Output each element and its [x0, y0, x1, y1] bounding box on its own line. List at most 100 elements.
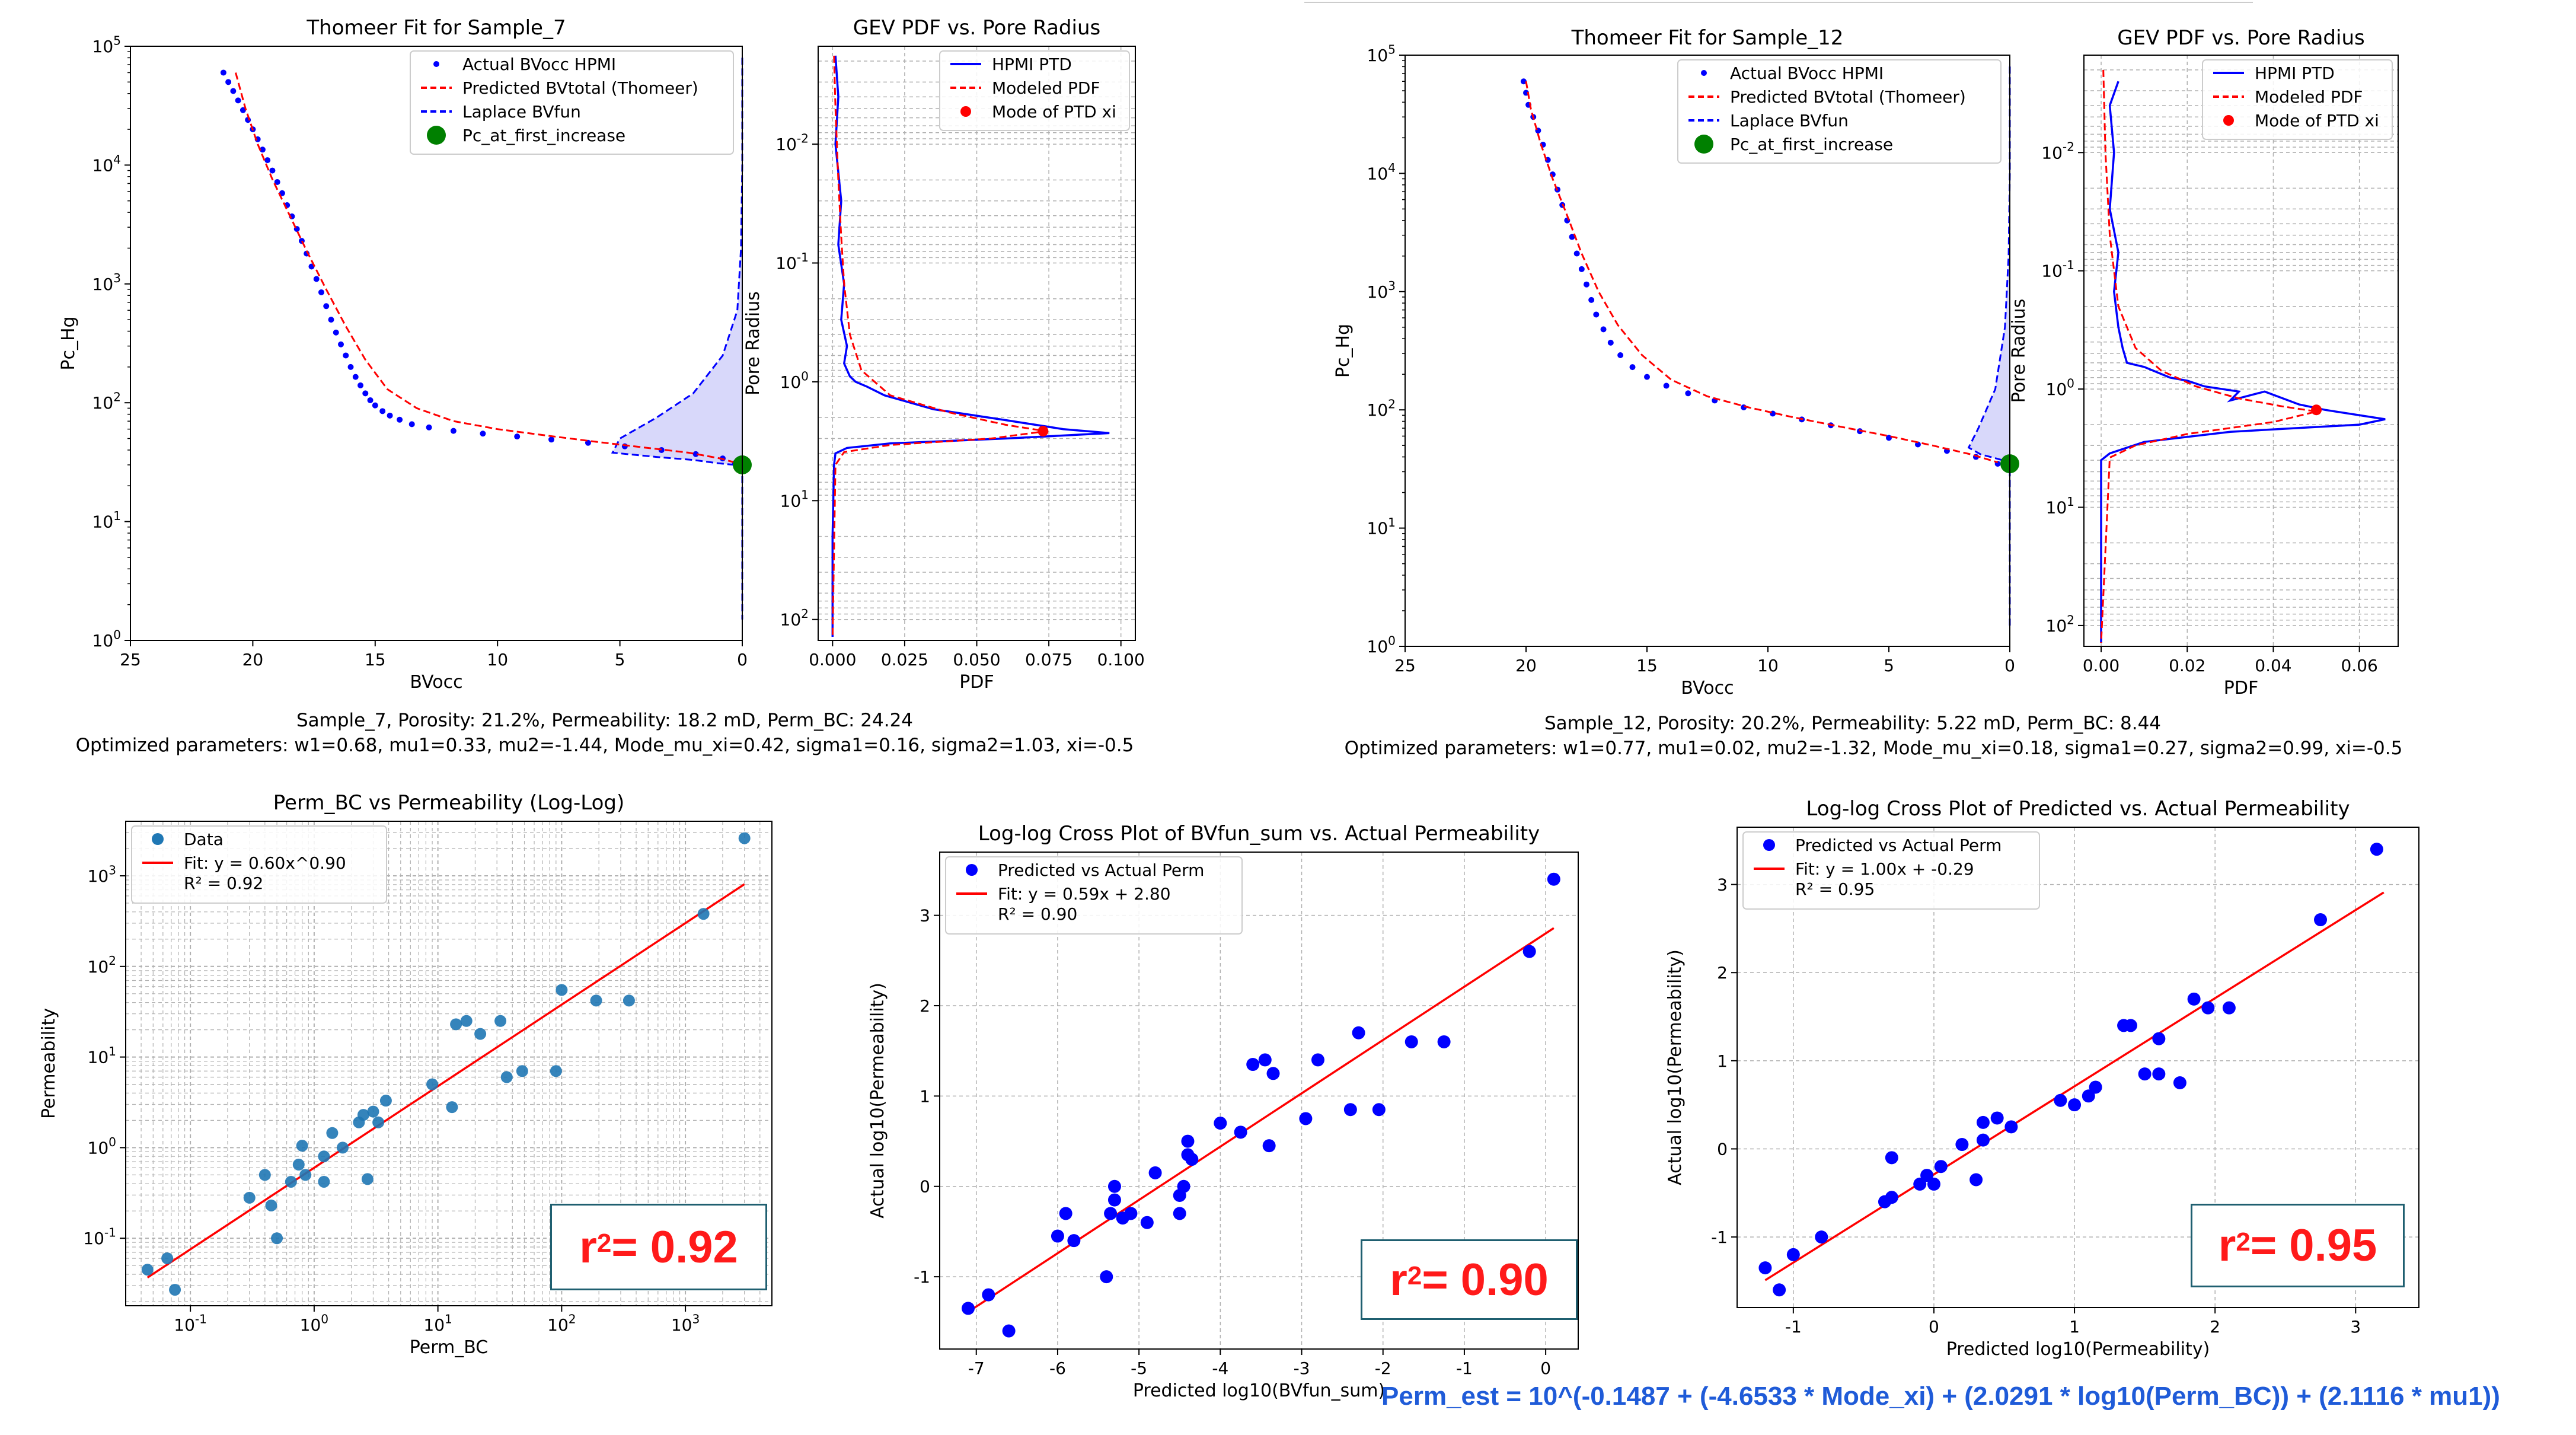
hpmi-ptd-line — [831, 55, 1110, 637]
actual-point — [408, 421, 415, 428]
legend-label-1: Modeled PDF — [2255, 87, 2363, 107]
plot-frame — [125, 821, 773, 1306]
y-tick-label: 10-1 — [775, 250, 809, 273]
y-tick-label: 10-2 — [775, 132, 809, 155]
data-point — [1437, 1035, 1451, 1048]
legend-label-3: Pc_at_first_increase — [1730, 135, 1893, 154]
data-point — [1104, 1207, 1118, 1220]
fit-line — [968, 927, 1554, 1313]
actual-point — [230, 88, 237, 94]
x-tick-label: 0.04 — [2255, 656, 2291, 675]
data-point — [1955, 1138, 1969, 1152]
actual-point — [379, 408, 386, 414]
y-tick-label: -1 — [1711, 1227, 1728, 1247]
chart-title: Thomeer Fit for Sample_12 — [1571, 26, 1844, 50]
x-tick-label: 103 — [671, 1312, 700, 1335]
data-point — [1786, 1248, 1800, 1261]
x-tick-label: 25 — [120, 650, 141, 669]
y-tick-label: 0 — [920, 1177, 930, 1197]
data-point — [1181, 1134, 1195, 1148]
caption-sample12-line2: Optimized parameters: w1=0.77, mu1=0.02,… — [1344, 738, 2403, 759]
x-axis-label: Predicted log10(Permeability) — [1946, 1339, 2210, 1360]
actual-point — [269, 167, 276, 174]
y-tick-label: 103 — [1367, 279, 1396, 302]
y-tick-label: 102 — [1367, 397, 1396, 420]
y-tick-label: 101 — [1367, 515, 1396, 538]
data-point — [1051, 1229, 1064, 1243]
x-tick-label: 0 — [737, 650, 748, 669]
x-axis-label: BVocc — [410, 672, 462, 693]
data-point — [738, 832, 751, 844]
mode-of-ptd-marker — [1038, 426, 1049, 437]
y-axis-label: Actual log10(Permeability) — [1665, 949, 1686, 1185]
data-point — [982, 1288, 995, 1302]
laplace-bvfun-line — [611, 58, 743, 620]
data-point — [1185, 1153, 1199, 1166]
fit-line — [146, 883, 745, 1278]
data-point — [1773, 1283, 1786, 1297]
data-point — [1067, 1234, 1081, 1248]
actual-point — [264, 157, 271, 164]
chart-title: GEV PDF vs. Pore Radius — [2117, 26, 2364, 50]
y-tick-label: 10-1 — [83, 1226, 116, 1249]
actual-point — [352, 374, 359, 380]
y-tick-label: 103 — [88, 863, 116, 886]
legend-label-1: Fit: y = 1.00x + -0.29 — [1795, 859, 1974, 879]
actual-point — [372, 402, 378, 409]
data-point — [2314, 913, 2328, 927]
actual-point — [450, 428, 457, 434]
legend-label-2: Laplace BVfun — [1730, 111, 1849, 130]
actual-point — [333, 329, 339, 336]
legend-marker — [960, 106, 971, 117]
data-point — [1343, 1103, 1357, 1117]
actual-point — [357, 382, 364, 388]
y-tick-label: 105 — [1367, 42, 1396, 65]
legend-gev7: HPMI PTD Modeled PDF Mode of PTD xi — [939, 50, 1130, 131]
x-tick-label: 0.000 — [809, 650, 856, 669]
actual-point — [1578, 266, 1585, 272]
actual-point — [1914, 441, 1921, 448]
actual-point — [1644, 374, 1650, 380]
actual-point — [1607, 339, 1614, 346]
actual-point — [514, 433, 521, 440]
actual-point — [387, 412, 393, 419]
legend-box — [131, 825, 387, 904]
y-tick-label: 101 — [92, 509, 121, 532]
data-point — [2124, 1019, 2137, 1032]
chart-title: Log-log Cross Plot of BVfun_sum vs. Actu… — [978, 822, 1540, 846]
plot-frame — [130, 46, 743, 641]
x-tick-label: 0 — [1540, 1359, 1551, 1378]
x-tick-label: 5 — [615, 650, 625, 669]
legend-label-0: Actual BVocc HPMI — [1730, 63, 1884, 83]
data-point — [1262, 1139, 1276, 1153]
data-point — [1059, 1207, 1072, 1220]
y-tick-label: 1 — [920, 1086, 930, 1106]
actual-point — [362, 390, 369, 397]
actual-point — [1584, 281, 1589, 288]
actual-point — [426, 424, 432, 430]
actual-point — [259, 146, 266, 153]
x-tick-label: -1 — [1456, 1359, 1473, 1378]
data-point — [1148, 1166, 1162, 1179]
data-point — [367, 1105, 379, 1118]
data-point — [2068, 1098, 2082, 1112]
x-tick-label: 25 — [1394, 656, 1416, 675]
legend-label-0: Predicted vs Actual Perm — [998, 860, 1204, 880]
x-tick-label: 0.06 — [2341, 656, 2377, 675]
data-point — [318, 1150, 330, 1163]
legend-marker — [966, 864, 978, 876]
data-point — [336, 1141, 349, 1154]
legend-bvfun: Predicted vs Actual Perm Fit: y = 0.59x +… — [945, 856, 1243, 935]
data-point — [1522, 945, 1536, 958]
data-point — [1246, 1058, 1260, 1072]
x-tick-label: 101 — [423, 1312, 452, 1335]
legend-box — [939, 50, 1130, 131]
data-point — [460, 1015, 473, 1027]
x-tick-label: 3 — [2350, 1317, 2361, 1337]
y-axis-label: Permeability — [39, 1008, 59, 1119]
data-point — [1002, 1324, 1016, 1338]
data-point — [258, 1169, 271, 1181]
legend-label-1: Fit: y = 0.59x + 2.80 — [998, 884, 1171, 904]
